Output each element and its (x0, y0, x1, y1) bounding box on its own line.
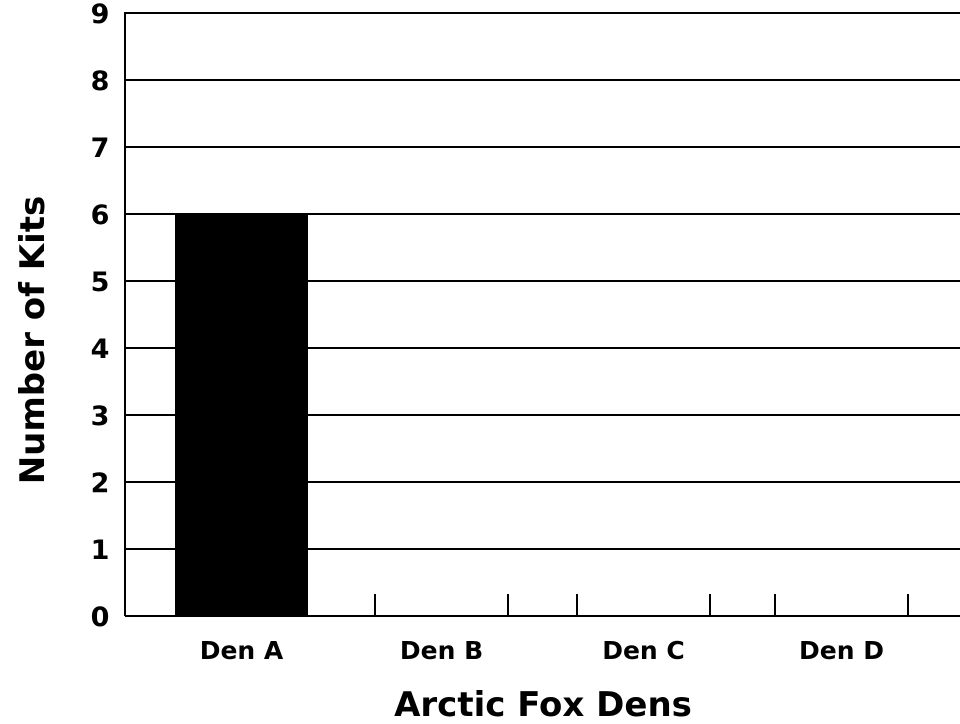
x-axis-title: Arctic Fox Dens (394, 685, 692, 724)
y-tick-label: 6 (91, 200, 110, 231)
bar-den-a (175, 214, 308, 616)
y-tick-label: 2 (91, 468, 110, 499)
y-tick-label: 4 (91, 334, 110, 365)
y-axis-title: Number of Kits (13, 196, 53, 485)
x-tick-label: Den D (799, 636, 884, 665)
x-tick-label: Den A (200, 636, 284, 665)
y-tick-label: 7 (91, 133, 110, 164)
y-tick-label: 3 (91, 401, 110, 432)
category-slot-markers (374, 594, 909, 616)
y-tick-label: 8 (91, 66, 110, 97)
y-tick-labels: 0 1 2 3 4 5 6 7 8 9 (91, 0, 110, 633)
x-tick-label: Den B (400, 636, 483, 665)
x-tick-labels: Den A Den B Den C Den D (200, 636, 884, 665)
y-tick-label: 9 (91, 0, 110, 30)
y-tick-label: 1 (91, 535, 110, 566)
bars (175, 214, 308, 616)
y-tick-label: 0 (91, 602, 110, 633)
y-tick-label: 5 (91, 267, 110, 298)
x-tick-label: Den C (602, 636, 685, 665)
